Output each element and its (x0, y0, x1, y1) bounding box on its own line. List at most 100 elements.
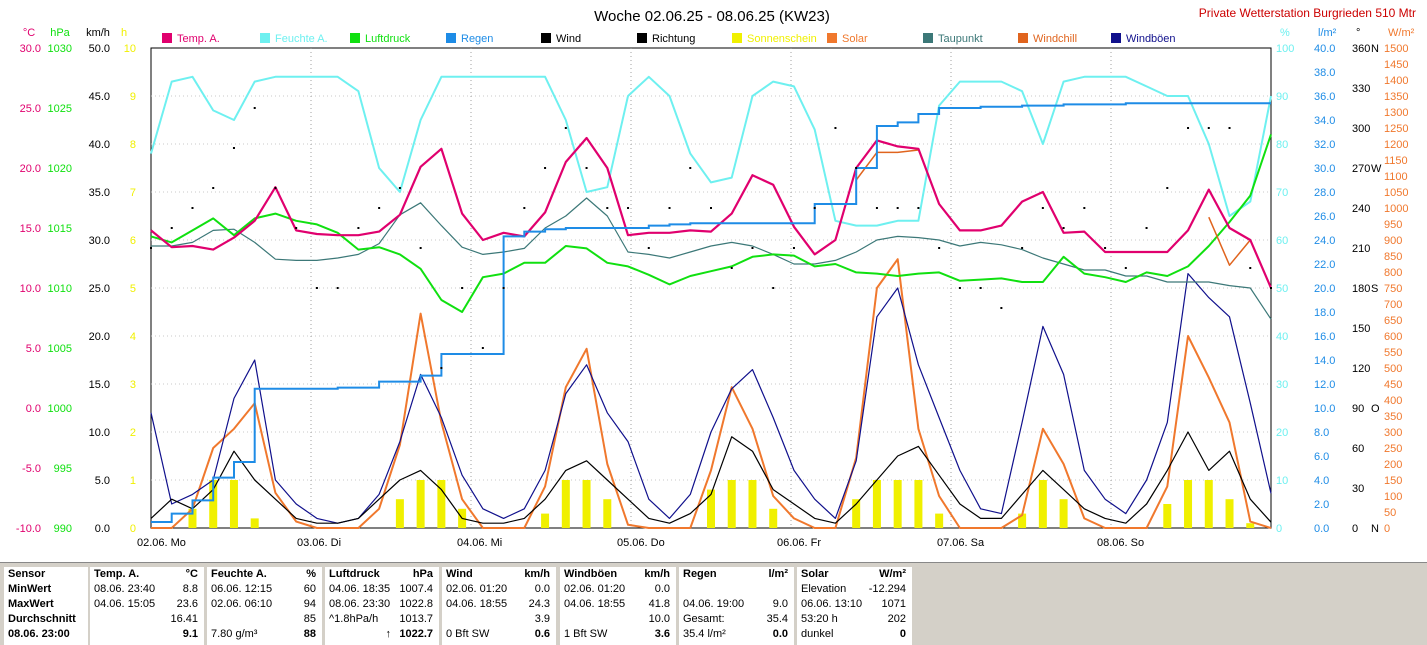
right-axis-tick: 10 (1276, 475, 1288, 487)
left-axis-tick: -5.0 (22, 463, 41, 475)
solar-avg: 202 (887, 613, 906, 625)
right-axis-tick: 1450 (1384, 59, 1408, 71)
weather-chart: Woche 02.06.25 - 08.06.25 (KW23) Private… (15, 6, 1416, 549)
right-axis-tick: 40.0 (1314, 43, 1335, 55)
direction-dot (855, 167, 858, 169)
sunshine-bar (229, 480, 238, 528)
direction-dot (523, 207, 526, 209)
direction-dot (170, 227, 173, 229)
direction-label: O (1371, 403, 1380, 415)
legend-swatch (350, 33, 360, 43)
right-axis-tick: 70 (1276, 187, 1288, 199)
left-axis-tick: 15.0 (20, 223, 41, 235)
left-axis-tick: 9 (130, 91, 136, 103)
right-axis-tick: 1100 (1384, 171, 1408, 183)
right-axis-tick: 20.0 (1314, 283, 1335, 295)
sunshine-bar (1204, 480, 1213, 528)
sunshine-bar (209, 480, 218, 528)
press-max-time: 08.06. 23:30 (329, 598, 391, 610)
direction-dot (1124, 267, 1127, 269)
legend-label: Sonnenschein (747, 33, 817, 45)
right-axis-tick: 1250 (1384, 123, 1408, 135)
left-axis-tick: 1 (130, 475, 136, 487)
rain-header: Regen (683, 568, 717, 580)
left-axis-unit: °C (23, 27, 35, 39)
direction-dot (1021, 247, 1024, 249)
solar-state: dunkel (801, 628, 834, 640)
left-axis-tick: 0.0 (95, 523, 110, 535)
right-axis-tick: 0 (1352, 523, 1358, 535)
direction-dot (979, 287, 982, 289)
right-axis-tick: 1500 (1384, 43, 1408, 55)
legend-swatch (260, 33, 270, 43)
left-axis-unit: km/h (86, 27, 110, 39)
legend-swatch (732, 33, 742, 43)
right-axis-tick: 50 (1384, 507, 1396, 519)
direction-dot (1270, 287, 1272, 289)
direction-dot (1104, 247, 1107, 249)
left-axis-tick: 50.0 (89, 43, 110, 55)
sensor-row: MaxWert (8, 598, 54, 610)
right-axis-tick: 350 (1384, 411, 1402, 423)
legend-label: Taupunkt (938, 33, 983, 45)
right-axis-tick: 1050 (1384, 187, 1408, 199)
direction-dot (232, 147, 235, 149)
legend-label: Luftdruck (365, 33, 411, 45)
legend: Temp. A. Feuchte A. Luftdruck Regen Wind Rich… (162, 33, 1176, 45)
right-axis-unit: % (1280, 27, 1290, 39)
sensor-header: Sensor (8, 568, 46, 580)
right-axis-tick: 22.0 (1314, 259, 1335, 271)
direction-dot (1207, 127, 1210, 129)
right-axis-tick: 360 (1352, 43, 1370, 55)
right-axis-tick: 18.0 (1314, 307, 1335, 319)
press-avg: 1013.7 (399, 613, 433, 625)
right-axis-tick: 8.0 (1314, 427, 1329, 439)
left-axis-tick: 3 (130, 379, 136, 391)
right-axis-tick: 60 (1352, 443, 1364, 455)
right-axis-tick: 270 (1352, 163, 1370, 175)
right-axis-tick: 120 (1352, 363, 1370, 375)
direction-dot (689, 167, 692, 169)
rain-unit: l/m² (768, 568, 788, 580)
solar-unit: W/m² (879, 568, 906, 580)
right-axis-tick: 100 (1276, 43, 1294, 55)
right-axis-tick: 12.0 (1314, 379, 1335, 391)
day-label: 06.06. Fr (777, 537, 821, 549)
sunshine-bar (250, 518, 259, 528)
left-axis-tick: 10.0 (89, 427, 110, 439)
right-axis-tick: 80 (1276, 139, 1288, 151)
sensor-row: MinWert (8, 583, 52, 595)
wind-header: Wind (446, 568, 473, 580)
temp-down-arrow-icon: ↓ (192, 628, 199, 640)
right-axis-tick: 0.0 (1314, 523, 1329, 535)
temp-min-time: 08.06. 23:40 (94, 583, 156, 595)
direction-dot (1187, 127, 1190, 129)
right-axis-tick: 1150 (1384, 155, 1408, 167)
sunshine-bar (541, 513, 550, 528)
right-axis-tick: 800 (1384, 267, 1402, 279)
left-axis-tick: 2 (130, 427, 136, 439)
wind-min-time: 02.06. 01:20 (446, 583, 508, 595)
right-axis-tick: 200 (1384, 459, 1402, 471)
station-name: Private Wetterstation Burgrieden 510 Mtr (1199, 6, 1416, 20)
right-axis-tick: 0 (1276, 523, 1282, 535)
sunshine-bar (769, 508, 778, 528)
axes: °C30.025.020.015.010.05.00.0-5.0-10.0hPa… (16, 27, 1415, 535)
wind-max-time: 04.06. 18:55 (446, 598, 508, 610)
direction-dot (357, 227, 360, 229)
direction-dot (792, 247, 795, 249)
sunshine-bar (1184, 480, 1193, 528)
stats-humidity: Feuchte A.% 06.06. 12:15 60 02.06. 06:10 9… (207, 567, 322, 645)
left-axis-tick: 10.0 (20, 283, 41, 295)
rain-current: 0.0 (772, 628, 788, 640)
direction-dot (958, 287, 961, 289)
right-axis-tick: 10.0 (1314, 403, 1335, 415)
direction-label: N (1371, 43, 1379, 55)
direction-dot (398, 187, 401, 189)
gust-min: 0.0 (654, 583, 670, 595)
legend-swatch (1018, 33, 1028, 43)
legend-swatch (162, 33, 172, 43)
right-axis-tick: 650 (1384, 315, 1402, 327)
direction-dot (295, 227, 298, 229)
left-axis-tick: 10 (124, 43, 136, 55)
